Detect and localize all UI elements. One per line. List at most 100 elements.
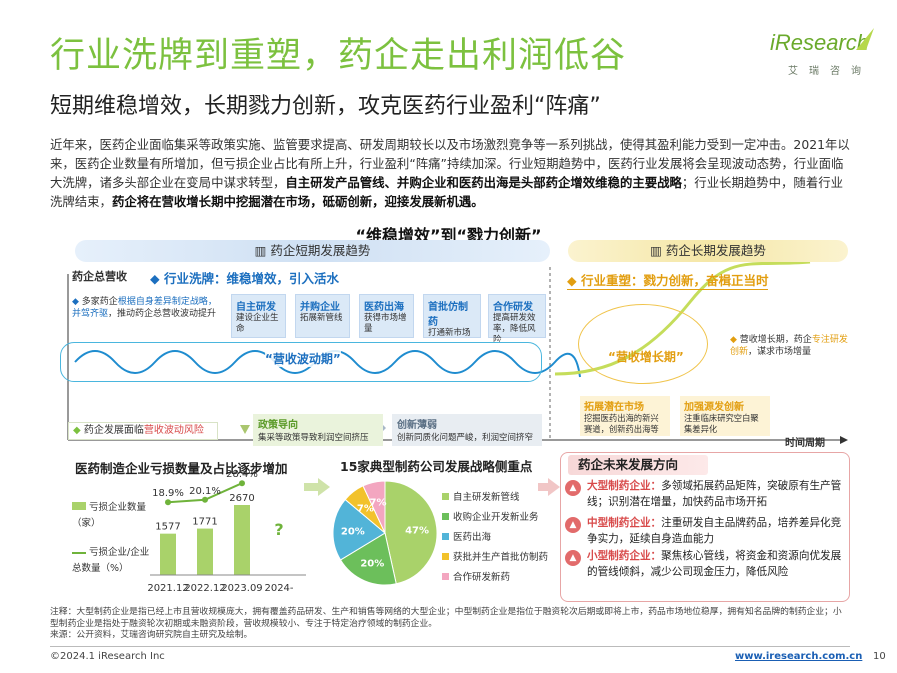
pie-chart: 47% 20% 20% 7%7% bbox=[332, 480, 438, 586]
pie-slice bbox=[362, 480, 386, 534]
ratio-value-label: 28.4% bbox=[226, 470, 258, 480]
pie-slice-label: 7% bbox=[370, 498, 387, 509]
pie-legend-label: 合作研发新药 bbox=[453, 572, 511, 583]
long-term-band: ▥ 药企长期发展趋势 bbox=[568, 240, 848, 262]
footnote: 注释：大型制药企业是指已经上市且营收规模庞大，拥有覆盖药品研发、生产和销售等网络… bbox=[50, 607, 850, 642]
future-text: 注重研发自主品牌药品，培养差异化竞争实力，延续自身造血能力 bbox=[587, 517, 842, 545]
intro-bold-2: 药企将在营收增长期中挖掘潜在市场，砥砺创新，迎接发展新机遇。 bbox=[111, 194, 484, 209]
loss-bar bbox=[160, 533, 176, 575]
footnote-source: 来源：公开资料，艾瑞咨询研究院自主研究及绘制。 bbox=[50, 630, 253, 640]
strategy-desc: 获得市场增量 bbox=[364, 313, 407, 334]
strengthen-innovation-title: 加强源发创新 bbox=[684, 402, 744, 413]
strategy-title: 自主研发 bbox=[236, 302, 276, 313]
legend-line: 亏损企业/企业总数量（%） bbox=[72, 545, 154, 577]
unknown-marker: ? bbox=[274, 520, 283, 539]
x-tick-label: 2022.12 bbox=[184, 583, 225, 594]
strategy-box-5: 合作研发 提高研发效率，降低风险 bbox=[488, 294, 546, 345]
ratio-point bbox=[239, 480, 245, 487]
long-note-c: ，谋求市场增量 bbox=[748, 347, 812, 357]
pie-legend: 自主研发新管线收购企业开发新业务 医药出海获批并生产首批仿制药 合作研发新药 bbox=[442, 488, 560, 588]
page-subtitle: 短期维稳增效，长期戮力创新，攻克医药行业盈利“阵痛” bbox=[50, 94, 601, 119]
strategy-desc: 打通新市场 bbox=[428, 328, 471, 338]
strategy-desc: 拓展新管线 bbox=[300, 313, 343, 323]
x-tick-label: 2023.09 bbox=[221, 583, 262, 594]
pie-legend-label: 医药出海 bbox=[453, 532, 492, 543]
page-title: 行业洗牌到重塑，药企走出利润低谷 bbox=[50, 36, 627, 76]
long-note-b: 专注研发创新 bbox=[730, 335, 848, 357]
pie-legend-label: 收购企业开发新业务 bbox=[453, 512, 539, 523]
policy-desc: 集采等政策导致利润空间挤压 bbox=[258, 433, 369, 443]
ratio-value-label: 20.1% bbox=[189, 486, 221, 497]
strategy-box-2: 并购企业 拓展新管线 bbox=[295, 294, 350, 338]
strategy-box-1: 自主研发 建设企业生命 bbox=[231, 294, 286, 338]
pie-legend-swatch bbox=[442, 533, 449, 540]
pie-slice-label: 20% bbox=[341, 526, 365, 537]
short-note-a: 多家药企 bbox=[81, 297, 118, 307]
risk-note: ◆ 药企发展面临营收波动风险 bbox=[68, 422, 218, 440]
pie-legend-item: 获批并生产首批仿制药 bbox=[442, 548, 560, 568]
strategy-title: 医药出海 bbox=[364, 302, 404, 313]
pie-legend-label: 自主研发新管线 bbox=[453, 492, 520, 503]
innovation-box: 创新薄弱 创新同质化问题严峻，利润空间挤窄 bbox=[392, 414, 542, 446]
pie-legend-swatch bbox=[442, 493, 449, 500]
pie-legend-item: 收购企业开发新业务 bbox=[442, 508, 560, 528]
future-key: 小型制药企业： bbox=[587, 550, 662, 562]
loss-chart-title: 医药制造企业亏损数量及占比逐步增加 bbox=[75, 461, 288, 476]
long-note-a: 营收增长期，药企 bbox=[739, 335, 812, 345]
pie-legend-item: 自主研发新管线 bbox=[442, 488, 560, 508]
pie-slice bbox=[332, 498, 386, 561]
future-text: 聚焦核心管线，将资金和资源向优发展的管线倾斜，减少公司现金压力，降低风险 bbox=[587, 550, 842, 578]
legend-line-swatch bbox=[72, 551, 86, 554]
pie-legend-item: 医药出海 bbox=[442, 528, 560, 548]
pie-slice-label: 20% bbox=[360, 559, 384, 570]
pie-legend-label: 获批并生产首批仿制药 bbox=[453, 552, 549, 563]
intro-bold-1: 自主研发产品管线、并购企业和医药出海是头部药企增效维稳的主要战略 bbox=[285, 175, 682, 190]
footer-url-link[interactable]: www.iresearch.com.cn bbox=[735, 651, 863, 662]
y-axis-label: 药企总营收 bbox=[72, 270, 127, 283]
short-term-label: 药企短期发展趋势 bbox=[270, 243, 371, 258]
legend-bar: 亏损企业数量（家） bbox=[72, 500, 154, 532]
strategy-desc: 提高研发效率，降低风险 bbox=[493, 313, 536, 345]
logo-main: iResearch bbox=[770, 30, 870, 55]
growth-label: “营收增长期” bbox=[608, 350, 684, 364]
arrow-right-icon bbox=[538, 478, 560, 496]
ratio-point bbox=[165, 499, 171, 506]
future-direction-title: 药企未来发展方向 bbox=[568, 455, 708, 475]
pie-slice bbox=[384, 480, 438, 585]
future-key: 中型制药企业： bbox=[587, 517, 662, 529]
pie-slice-label: 7% bbox=[357, 503, 374, 514]
future-row-small: ▲ 小型制药企业：聚焦核心管线，将资金和资源向优发展的管线倾斜，减少公司现金压力，… bbox=[565, 548, 843, 580]
intro-paragraph: 近年来，医药企业面临集采等政策实施、监管要求提高、研发周期较长以及市场激烈竞争等… bbox=[50, 135, 850, 211]
future-row-large: ▲ 大型制药企业：多领域拓展药品矩阵，突破原有生产管线；识别潜在增量，加快药品市场… bbox=[565, 478, 843, 510]
strategy-title: 合作研发 bbox=[493, 302, 533, 313]
long-term-note: ◆ 营收增长期，药企专注研发创新，谋求市场增量 bbox=[730, 335, 848, 357]
strategy-desc: 建设企业生命 bbox=[236, 313, 279, 334]
long-term-label: 药企长期发展趋势 bbox=[665, 243, 766, 258]
short-term-heading: ◆ 行业洗牌：维稳增效，引入活水 bbox=[150, 271, 339, 286]
policy-box: 政策导向 集采等政策导致利润空间挤压 bbox=[253, 414, 383, 446]
pie-legend-swatch bbox=[442, 553, 449, 560]
future-text: 多领域拓展药品矩阵，突破原有生产管线；识别潜在增量，加快药品市场开拓 bbox=[587, 480, 842, 508]
risk-note-b: 营收波动风险 bbox=[143, 425, 204, 436]
factory-icon: ▲ bbox=[565, 550, 581, 566]
pie-legend-swatch bbox=[442, 513, 449, 520]
risk-note-a: 药企发展面临 bbox=[83, 425, 144, 436]
strategy-box-3: 医药出海 获得市场增量 bbox=[359, 294, 414, 338]
factory-icon: ▲ bbox=[565, 480, 581, 496]
strategy-title: 并购企业 bbox=[300, 302, 340, 313]
footer-divider bbox=[50, 646, 850, 647]
pie-chart-title: 15家典型制药公司发展战略侧重点 bbox=[340, 459, 533, 474]
strategy-title: 首批仿制药 bbox=[428, 302, 468, 328]
short-term-band: ▥ 药企短期发展趋势 bbox=[75, 240, 550, 262]
growth-oval bbox=[578, 304, 708, 384]
loss-bar bbox=[197, 528, 213, 575]
legend-bar-label: 亏损企业数量（家） bbox=[72, 502, 147, 529]
fluctuation-oval bbox=[60, 342, 542, 382]
loss-chart: 1577 18.9% 2021.12 1771 20.1% 2022.12 2670 28.4… bbox=[148, 470, 306, 594]
iresearch-logo: iResearch 艾瑞咨询 bbox=[770, 28, 880, 80]
pie-legend-swatch bbox=[442, 573, 449, 580]
x-tick-label: 2021.12 bbox=[148, 583, 189, 594]
expand-market-title: 拓展潜在市场 bbox=[584, 402, 644, 413]
x-axis-label: 时间周期 bbox=[785, 438, 825, 449]
short-note-b: 根据自身差异制定战略，并驾齐驱 bbox=[72, 297, 217, 319]
